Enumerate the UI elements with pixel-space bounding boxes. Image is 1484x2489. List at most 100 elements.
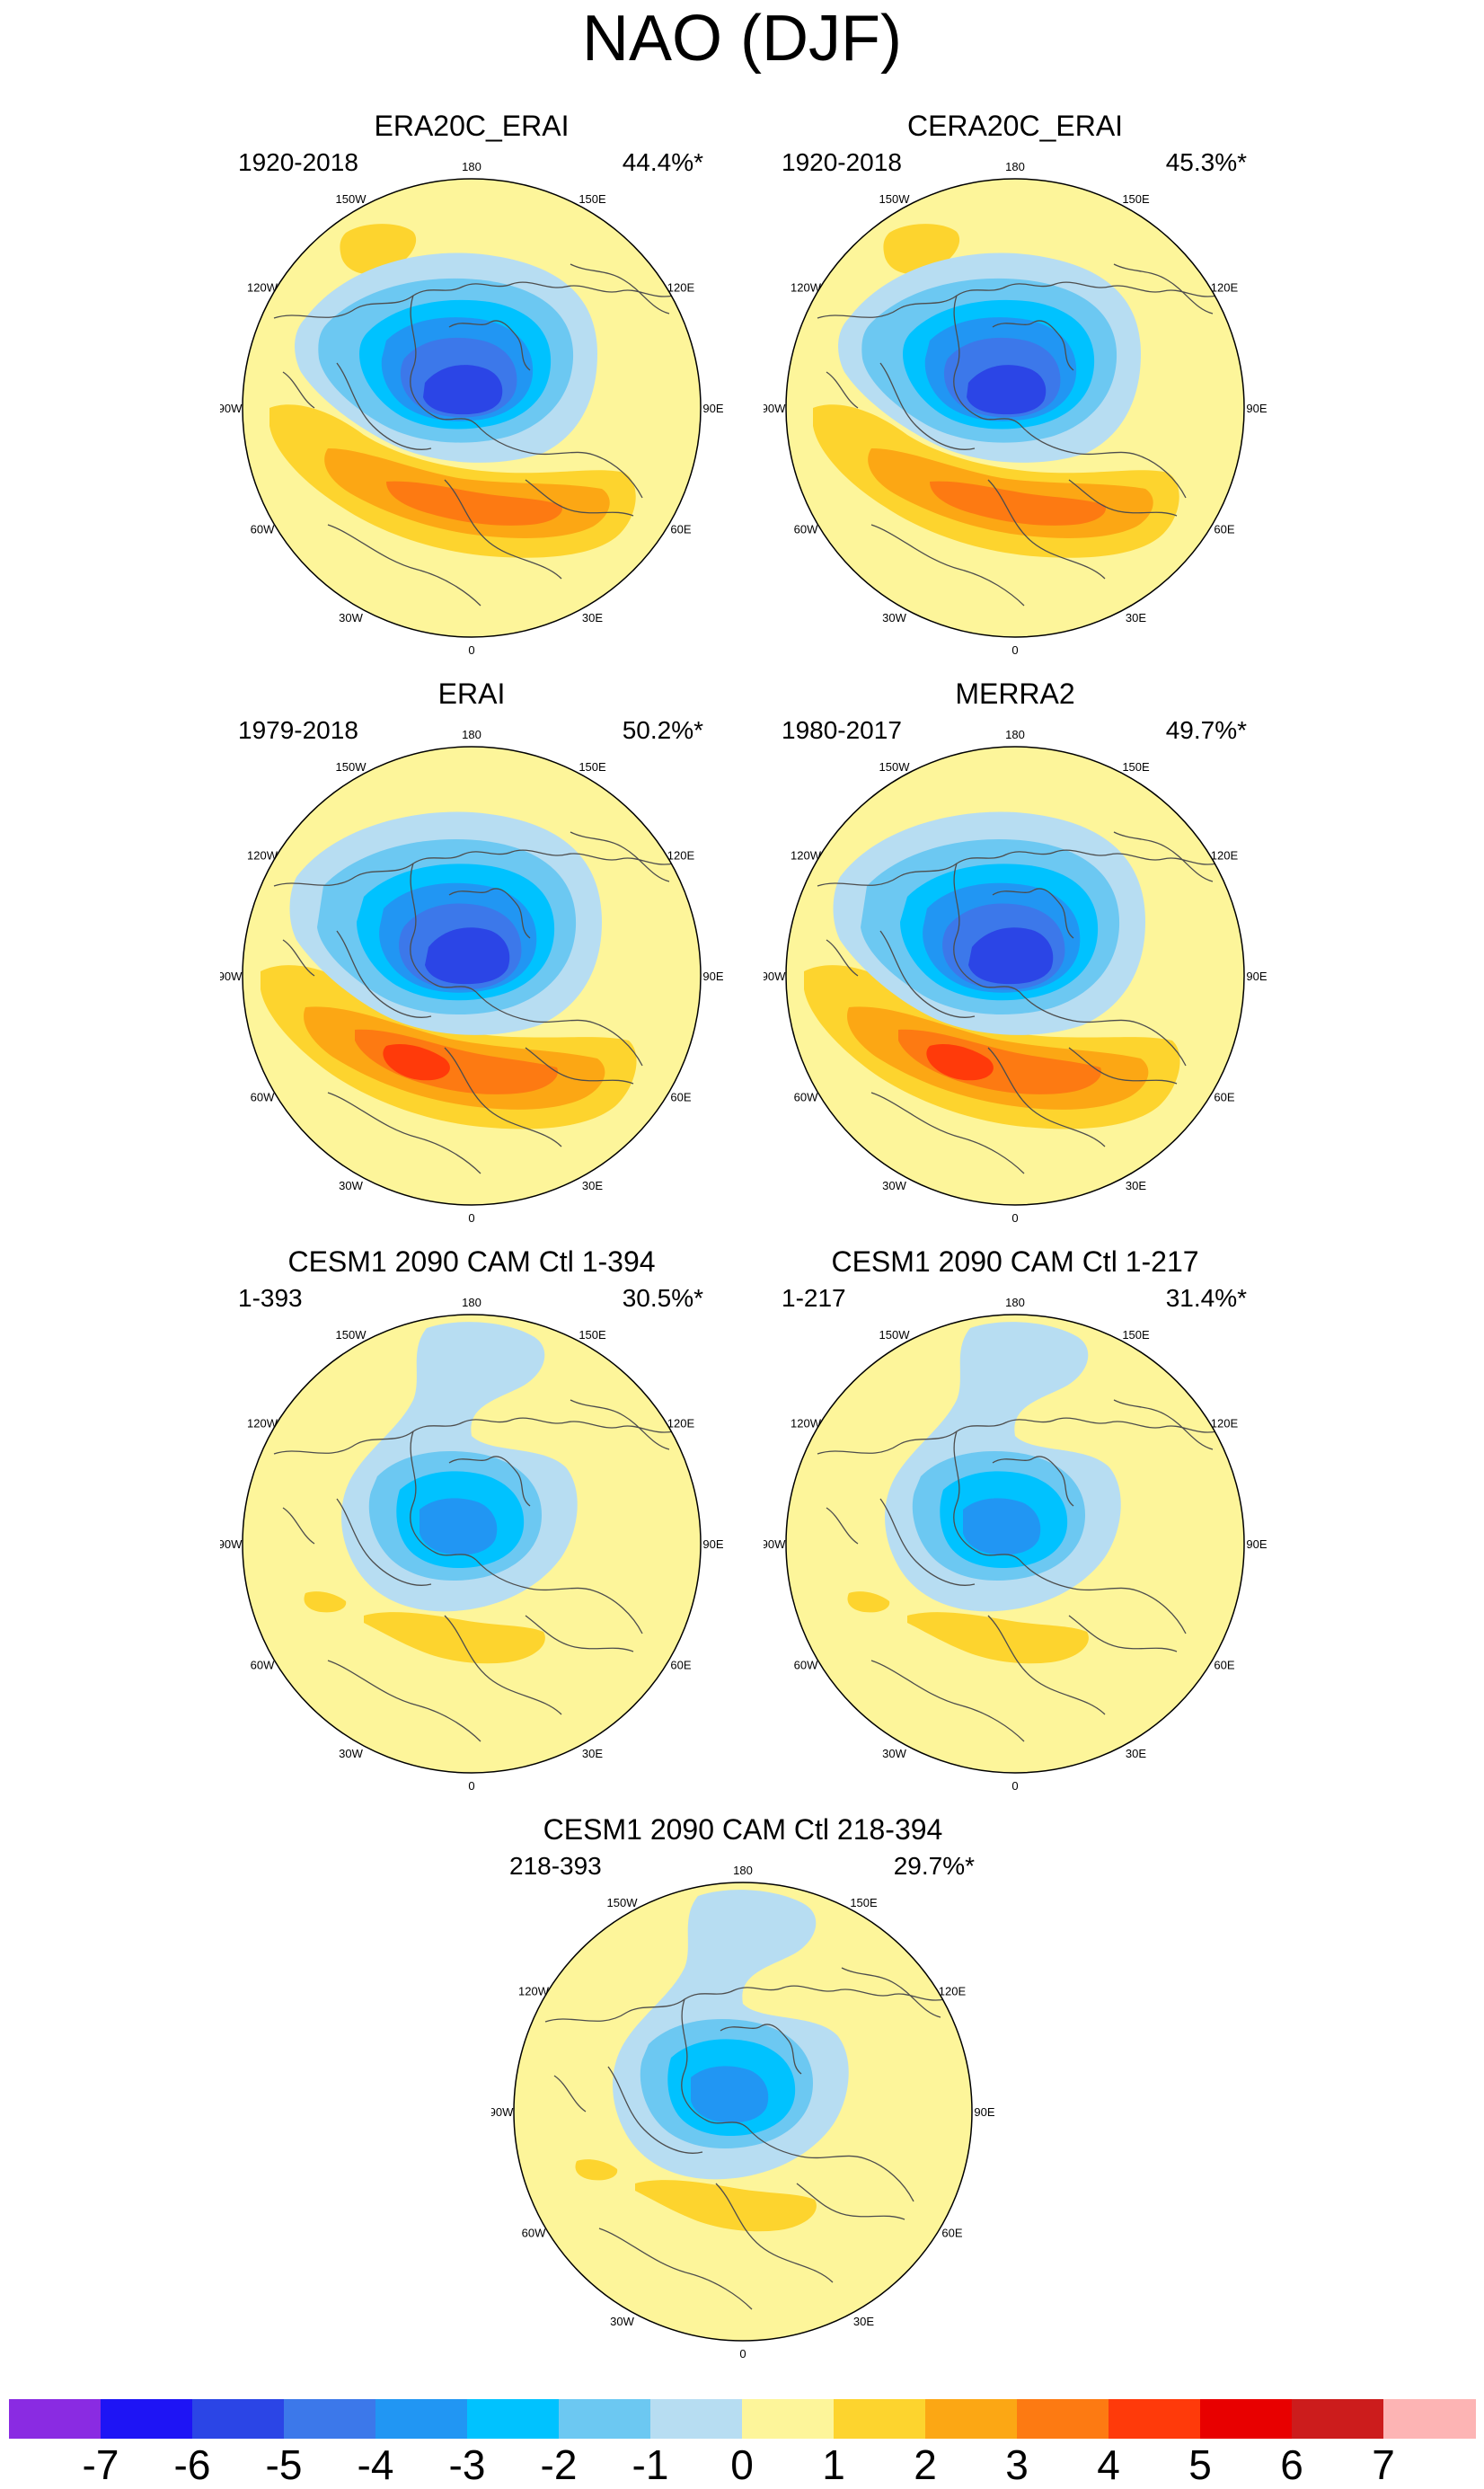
period-label: 1980-2017 bbox=[782, 716, 902, 744]
coastline-segment bbox=[870, 524, 1025, 607]
panel-title: CESM1 2090 CAM Ctl 1-217 bbox=[831, 1245, 1199, 1278]
longitude-label: 90E bbox=[1246, 402, 1267, 415]
longitude-label: 60E bbox=[670, 1659, 691, 1672]
longitude-label: 150W bbox=[607, 1896, 639, 1909]
coastline-segment bbox=[282, 939, 315, 977]
coastline-segment bbox=[475, 1559, 643, 1634]
longitude-label: 30E bbox=[1126, 611, 1146, 624]
longitude-label: 120W bbox=[247, 1417, 278, 1431]
figure-title: NAO (DJF) bbox=[582, 3, 902, 75]
coastline-segment bbox=[525, 1615, 634, 1652]
coastline-segment bbox=[953, 1431, 1020, 1561]
variance-explained-label: 31.4%* bbox=[1165, 1284, 1247, 1312]
longitude-label: 60W bbox=[794, 1091, 818, 1104]
longitude-label: 90W bbox=[764, 970, 786, 983]
coastline-segment bbox=[282, 1507, 315, 1545]
coastline-segment bbox=[553, 2075, 587, 2113]
period-label: 1-217 bbox=[782, 1284, 846, 1312]
longitude-label: 180 bbox=[462, 160, 481, 173]
coastline-segment bbox=[826, 371, 859, 409]
coastline-segment bbox=[826, 939, 859, 977]
coastline-segment bbox=[1019, 423, 1187, 499]
panel-title: MERRA2 bbox=[955, 678, 1075, 710]
coastline-segment bbox=[953, 863, 1020, 993]
colorbar-swatch bbox=[1383, 2399, 1476, 2439]
map-panel: ERAI 1979-2018 50.2%* 180 150E 120E 90E 60E 30E 0… bbox=[220, 676, 723, 1251]
longitude-label: 120W bbox=[247, 281, 278, 295]
longitude-label: 30W bbox=[882, 1179, 906, 1192]
colorbar-swatch bbox=[9, 2399, 102, 2439]
coastline-segment bbox=[570, 831, 670, 882]
colorbar-swatch bbox=[650, 2399, 743, 2439]
coastline-segment bbox=[273, 281, 675, 319]
longitude-label: 30E bbox=[582, 1179, 603, 1192]
coastlines bbox=[544, 1967, 946, 2310]
longitude-label: 90W bbox=[220, 402, 243, 415]
longitude-label: 30W bbox=[339, 1179, 363, 1192]
coastline-segment bbox=[879, 362, 976, 450]
longitude-label: 120E bbox=[667, 849, 695, 863]
coastline-segment bbox=[336, 362, 432, 450]
longitude-label: 120W bbox=[247, 849, 278, 863]
polar-map: 180 150E 120E 90E 60E 30E 0 30W 60W 90W 120W 150W bbox=[220, 1296, 723, 1793]
panel-title: CESM1 2090 CAM Ctl 1-394 bbox=[287, 1245, 656, 1278]
colorbar-swatch bbox=[1200, 2399, 1293, 2439]
coastline-segment bbox=[817, 1417, 1218, 1455]
longitude-label: 120W bbox=[791, 849, 822, 863]
negative-anomaly-contour bbox=[968, 927, 1054, 985]
coastline-segment bbox=[570, 1399, 670, 1450]
colorbar-labels: -7 -6 -5 -4 -3 -2 -1 0 1 2 3 4 5 6 7 bbox=[9, 2441, 1475, 2488]
colorbar-tick-label: 7 bbox=[1372, 2441, 1395, 2488]
coastline-segment bbox=[992, 888, 1074, 939]
panel-title: ERA20C_ERAI bbox=[374, 110, 570, 142]
map-boundary bbox=[242, 1314, 702, 1774]
coastline-segment bbox=[273, 1417, 675, 1455]
colorbar-tick-label: 3 bbox=[1005, 2441, 1029, 2488]
coastline-segment bbox=[410, 1431, 477, 1561]
period-label: 1-393 bbox=[238, 1284, 303, 1312]
positive-anomaly-contour bbox=[907, 1612, 1089, 1664]
colorbar-tick-label: -3 bbox=[448, 2441, 486, 2488]
longitude-label: 120W bbox=[791, 1417, 822, 1431]
longitude-label: 60E bbox=[1214, 1659, 1234, 1672]
contour-field bbox=[514, 1882, 972, 2341]
longitude-label: 120E bbox=[1211, 849, 1239, 863]
positive-anomaly-contour bbox=[575, 2159, 618, 2181]
negative-anomaly-contour bbox=[425, 927, 510, 985]
longitude-label: 90E bbox=[702, 402, 723, 415]
longitude-label: 30E bbox=[1126, 1179, 1146, 1192]
coastlines bbox=[817, 263, 1218, 607]
negative-anomaly-contour bbox=[963, 1498, 1041, 1555]
map-boundary bbox=[242, 746, 702, 1206]
polar-map: 180 150E 120E 90E 60E 30E 0 30W 60W 90W 120W 150W bbox=[220, 160, 723, 657]
coastlines bbox=[273, 263, 675, 607]
longitude-label: 150E bbox=[1122, 1328, 1150, 1342]
longitude-label: 180 bbox=[462, 1296, 481, 1309]
longitude-label: 60E bbox=[1214, 523, 1234, 536]
longitude-label: 60W bbox=[251, 1659, 275, 1672]
longitude-label: 90E bbox=[974, 2105, 994, 2119]
coastline-segment bbox=[870, 1660, 1025, 1742]
colorbar bbox=[9, 2399, 1476, 2439]
coastline-segment bbox=[475, 423, 643, 499]
longitude-label: 60E bbox=[1214, 1091, 1234, 1104]
coastline-segment bbox=[448, 320, 531, 371]
longitude-label: 120E bbox=[1211, 281, 1239, 295]
coastline-segment bbox=[444, 479, 562, 580]
longitude-label: 120E bbox=[667, 281, 695, 295]
variance-explained-label: 50.2%* bbox=[622, 716, 703, 744]
coastline-segment bbox=[1019, 1559, 1187, 1634]
colorbar-swatch bbox=[559, 2399, 651, 2439]
coastline-segment bbox=[879, 930, 976, 1018]
contour-field bbox=[786, 747, 1244, 1205]
longitude-label: 120E bbox=[939, 1985, 967, 1998]
colorbar-swatch bbox=[1109, 2399, 1201, 2439]
longitude-label: 60W bbox=[251, 1091, 275, 1104]
coastline-segment bbox=[525, 1047, 634, 1085]
longitude-label: 30E bbox=[582, 1747, 603, 1760]
colorbar-swatch bbox=[284, 2399, 376, 2439]
longitude-label: 180 bbox=[1005, 728, 1025, 741]
coastline-segment bbox=[817, 281, 1218, 319]
coastline-segment bbox=[715, 2183, 834, 2283]
longitude-label: 60E bbox=[941, 2227, 962, 2240]
